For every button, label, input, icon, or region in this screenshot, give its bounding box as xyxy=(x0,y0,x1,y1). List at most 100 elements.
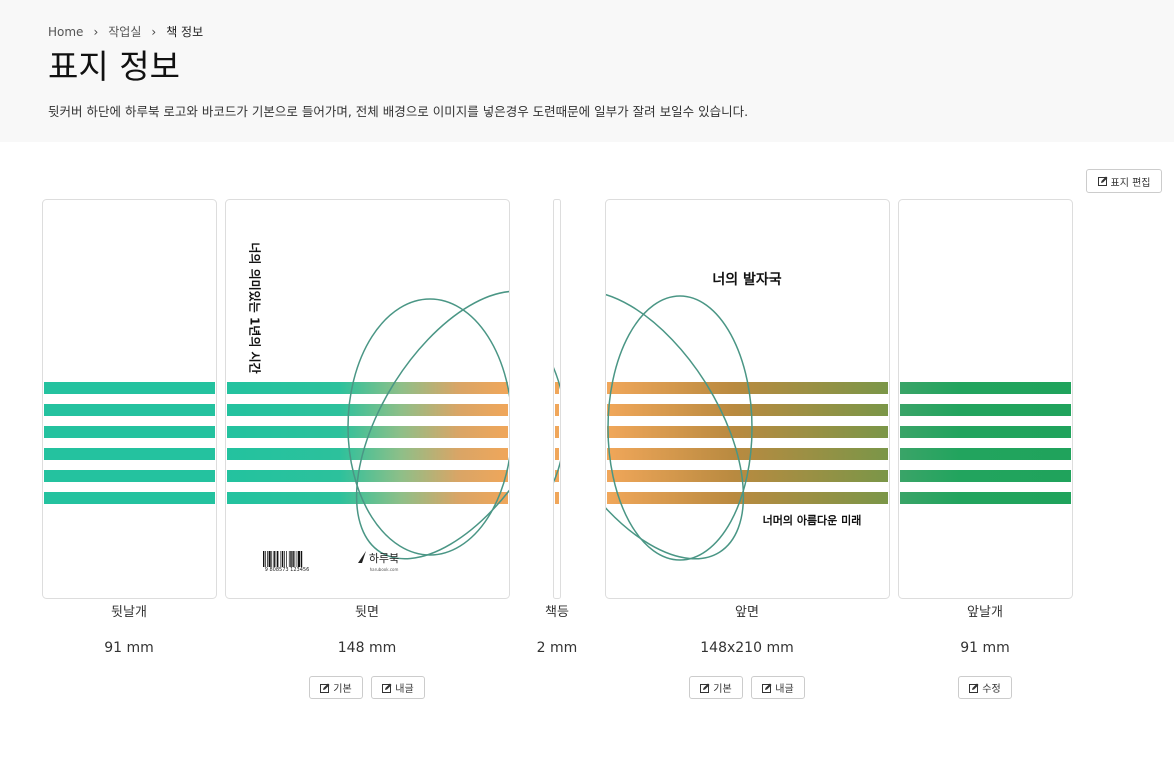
panel-button[interactable]: 내글 xyxy=(751,676,805,699)
barcode-bar xyxy=(281,551,284,567)
barcode-bar xyxy=(288,551,290,567)
barcode: 9 808573 123456 xyxy=(263,551,309,573)
barcode-bar xyxy=(267,551,268,567)
panel-label: 뒷면 xyxy=(355,605,379,620)
stripe xyxy=(44,448,215,460)
panels xyxy=(42,199,1073,599)
stripe xyxy=(227,426,508,438)
button-label: 내글 xyxy=(775,684,794,695)
stripe xyxy=(900,404,1071,416)
panel-label: 앞날개 xyxy=(967,605,1003,620)
panel-button[interactable]: 기본 xyxy=(689,676,743,699)
stripe xyxy=(555,404,559,416)
stripe xyxy=(607,492,888,504)
edit-icon xyxy=(700,683,710,693)
stripe xyxy=(900,382,1071,394)
stripe xyxy=(44,382,215,394)
panel-button[interactable]: 내글 xyxy=(371,676,425,699)
barcode-bar xyxy=(271,551,273,567)
stripe xyxy=(900,426,1071,438)
barcode-bar xyxy=(268,551,271,567)
barcode-bar xyxy=(290,551,292,567)
description: 뒷커버 하단에 하루북 로고와 바코드가 기본으로 들어가며, 전체 배경으로 … xyxy=(48,104,749,119)
panel-label: 뒷날개 xyxy=(111,605,147,620)
header: Home › 작업실 › 책 정보 표지 정보 뒷커버 하단에 하루북 로고와 … xyxy=(0,0,1174,142)
panel-size: 91 mm xyxy=(104,640,154,656)
stripe xyxy=(44,404,215,416)
barcode-bar xyxy=(275,551,277,567)
button-label: 내글 xyxy=(395,684,414,695)
stripe xyxy=(44,426,215,438)
breadcrumb-link[interactable]: Home xyxy=(48,24,84,39)
stripe xyxy=(44,470,215,482)
stripe xyxy=(555,470,559,482)
logo-text: 하루북 xyxy=(369,551,399,565)
stripe xyxy=(607,448,888,460)
stripe xyxy=(900,470,1071,482)
back-flap xyxy=(42,199,217,599)
barcode-number: 9 808573 123456 xyxy=(265,567,310,573)
logo-url: harubook.com xyxy=(370,567,399,572)
barcode-bar xyxy=(273,551,275,567)
stripe xyxy=(607,382,888,394)
stripe xyxy=(227,470,508,482)
barcode-bar xyxy=(298,551,301,567)
stripe xyxy=(555,426,559,438)
front-curves xyxy=(606,290,753,561)
panel-size: 91 mm xyxy=(960,640,1010,656)
barcode-bar xyxy=(294,551,296,567)
front-title: 너의 발자국 xyxy=(712,271,781,288)
barcode-bar xyxy=(280,551,282,567)
barcode-bar xyxy=(292,551,294,567)
stripe xyxy=(555,448,559,460)
front-cover xyxy=(605,199,890,599)
button-label: 표지 편집 xyxy=(1110,177,1151,189)
chevron: › xyxy=(93,24,99,39)
barcode-bar xyxy=(277,551,279,567)
breadcrumb-current: 책 정보 xyxy=(166,25,204,39)
panel-size: 2 mm xyxy=(536,640,578,656)
edit-cover-button[interactable]: 표지 편집 xyxy=(1086,169,1162,193)
panel-size: 148x210 mm xyxy=(700,640,794,656)
panel-label: 앞면 xyxy=(735,605,759,620)
panel-button[interactable]: 수정 xyxy=(958,676,1012,699)
button-label: 기본 xyxy=(713,684,732,695)
stripes xyxy=(44,382,1071,504)
stripe xyxy=(227,382,508,394)
back-title: 너의 의미있는 1년의 시간 xyxy=(248,242,263,373)
spine xyxy=(553,199,561,599)
chevron: › xyxy=(151,24,157,39)
front-subtitle: 너머의 아름다운 미래 xyxy=(763,513,862,527)
barcode-bar xyxy=(265,551,266,567)
panel-button[interactable]: 기본 xyxy=(309,676,363,699)
panel-size: 148 mm xyxy=(337,640,397,656)
barcode-bar xyxy=(296,551,298,567)
stripe xyxy=(900,448,1071,460)
stripe xyxy=(227,404,508,416)
stripe xyxy=(607,426,888,438)
breadcrumb: Home › 작업실 › 책 정보 xyxy=(48,23,203,40)
stripe xyxy=(227,448,508,460)
edit-icon xyxy=(1097,176,1107,186)
panel-label: 책등 xyxy=(545,605,569,620)
barcode-bar xyxy=(286,551,287,567)
stripe xyxy=(227,492,508,504)
back-curves xyxy=(347,290,509,560)
stripe xyxy=(555,382,559,394)
button-label: 기본 xyxy=(333,684,352,695)
edit-icon xyxy=(320,683,330,693)
stripe xyxy=(44,492,215,504)
logo: 하루북 harubook.com xyxy=(358,551,399,572)
front-flap xyxy=(898,199,1073,599)
breadcrumb-link[interactable]: 작업실 xyxy=(108,25,142,39)
stripe xyxy=(607,404,888,416)
button-label: 수정 xyxy=(982,684,1001,695)
page-title: 표지 정보 xyxy=(48,47,180,86)
author: 홍길동 xyxy=(977,460,994,468)
stripe xyxy=(900,492,1071,504)
barcode-bar xyxy=(300,551,303,567)
edit-icon xyxy=(969,683,979,693)
edit-icon xyxy=(762,683,772,693)
